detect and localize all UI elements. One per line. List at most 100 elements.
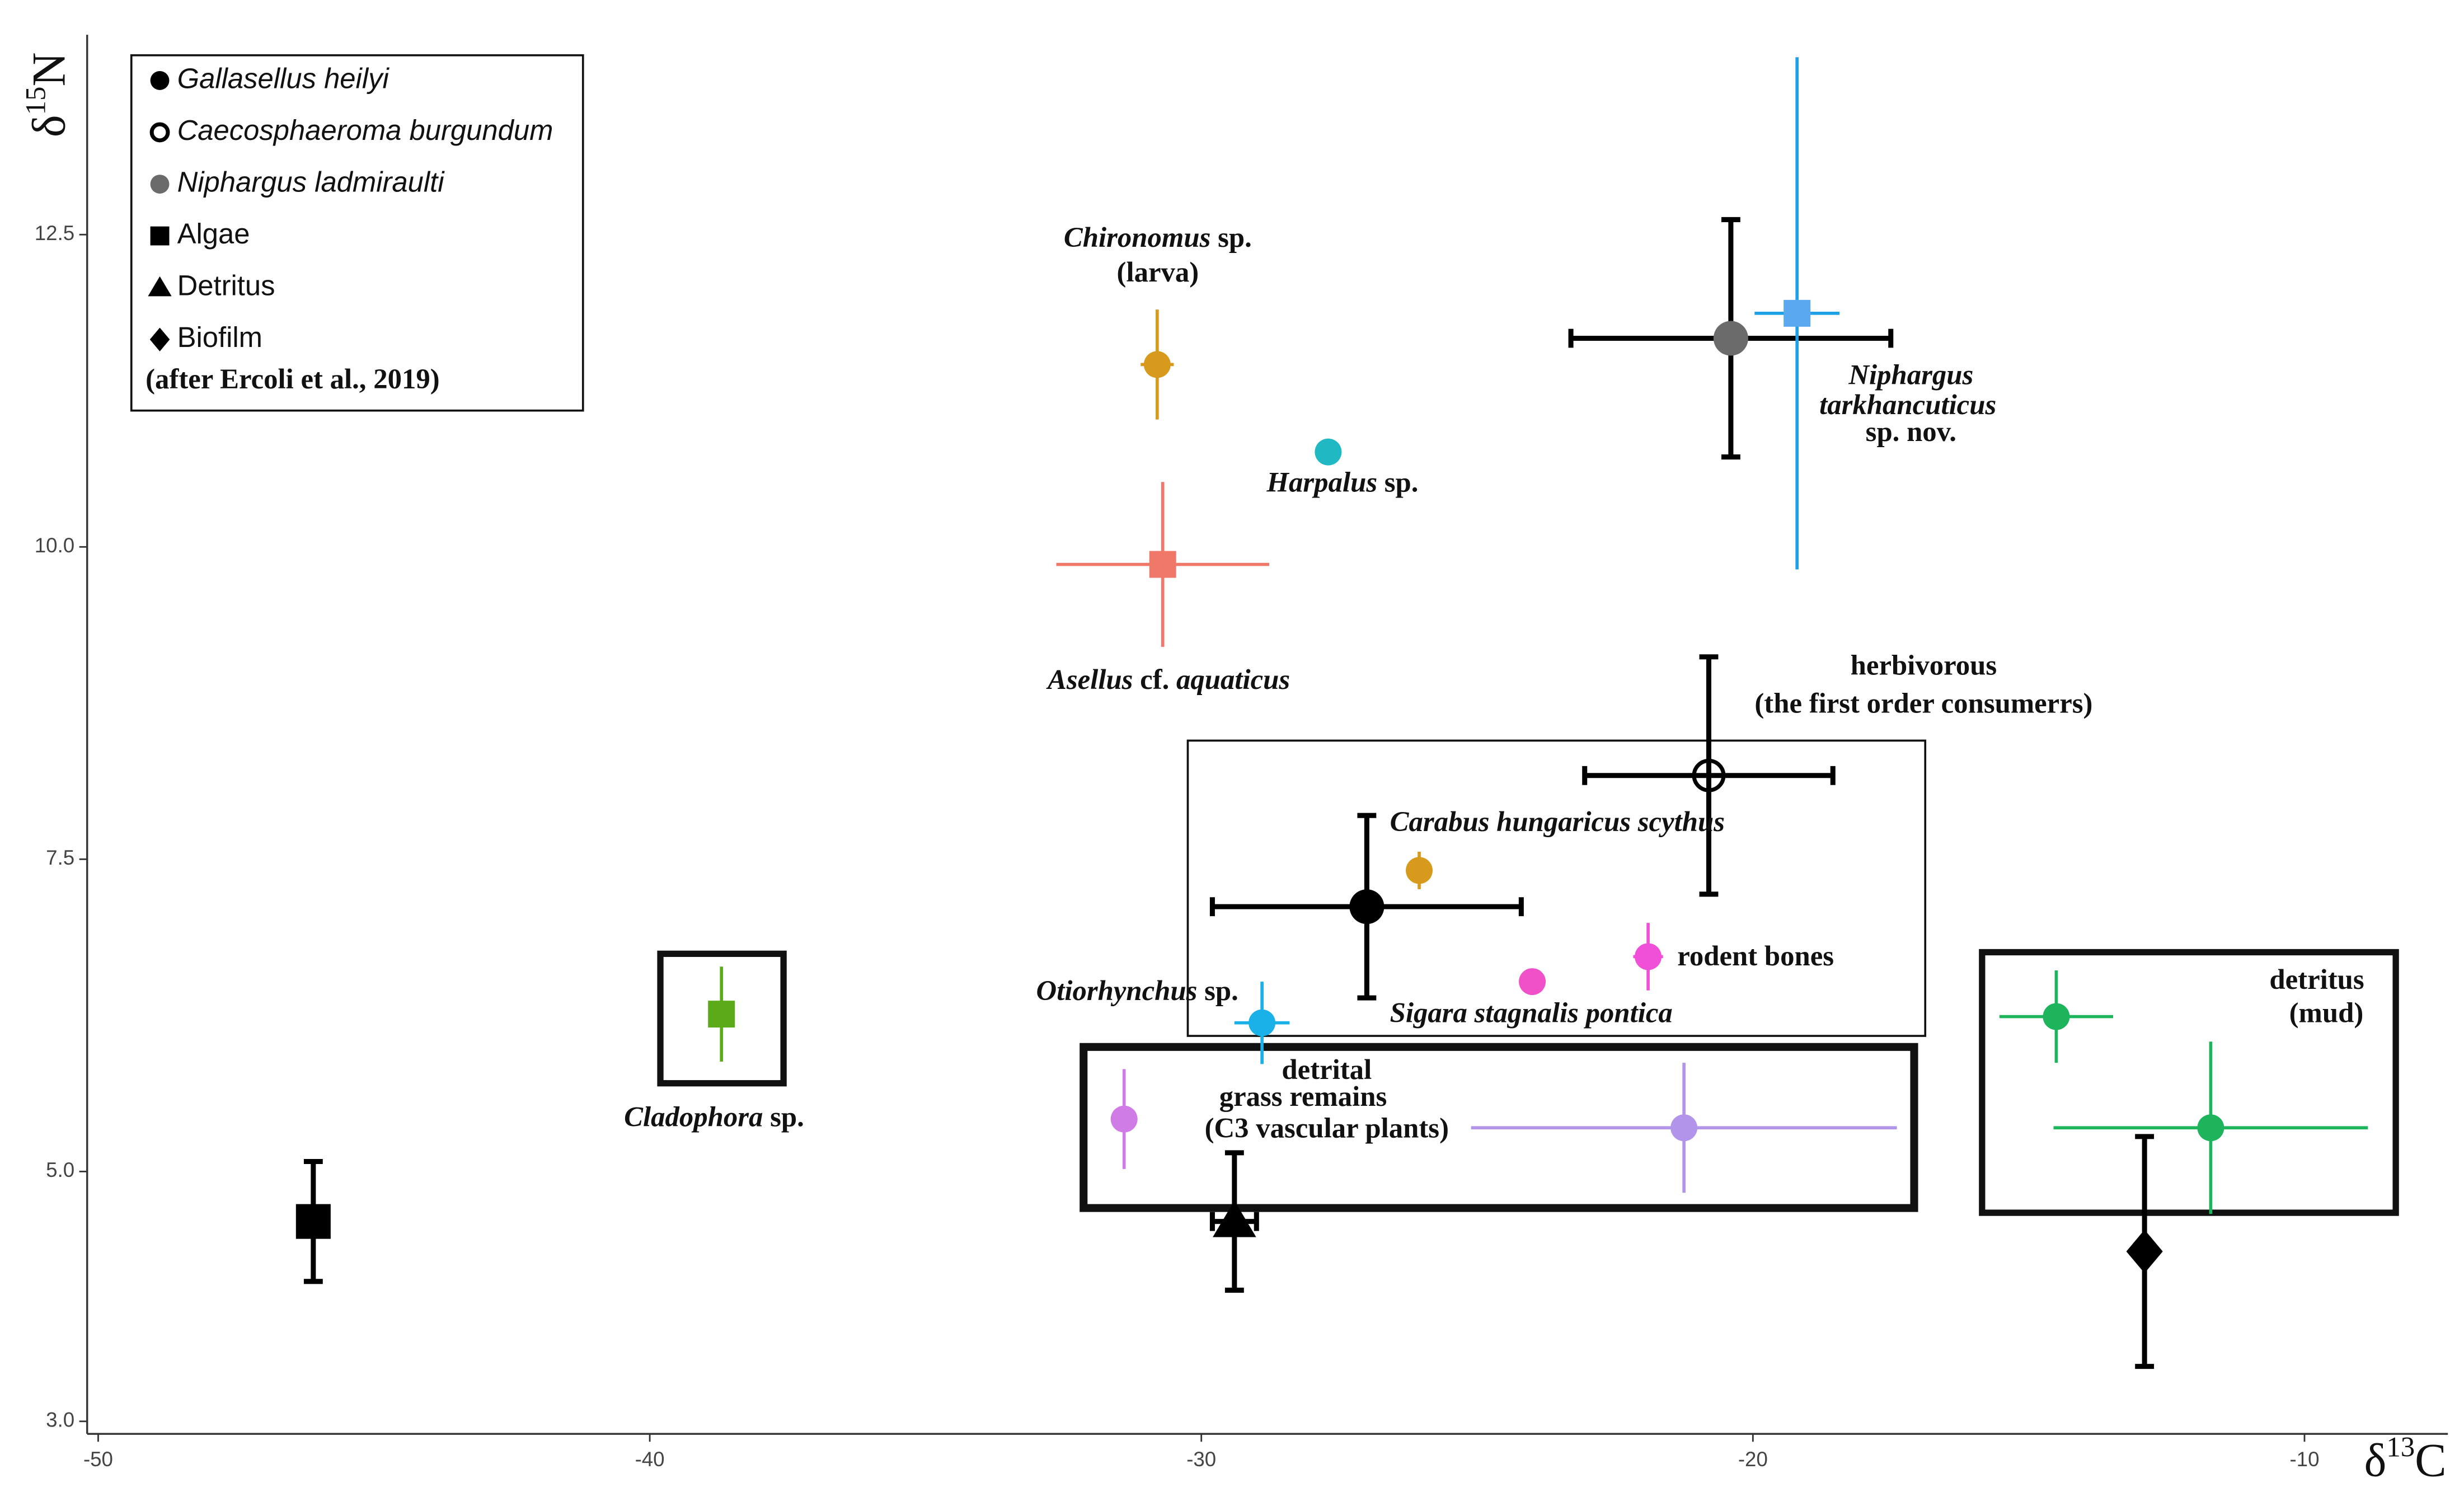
annotation: detritus xyxy=(2269,964,2364,995)
annotation-part: Niphargus xyxy=(1848,359,1973,390)
x-axis-label-part: 13 xyxy=(2386,1431,2415,1462)
annotation: (C3 vascular plants) xyxy=(1205,1112,1449,1143)
annotation-part: Harpalus xyxy=(1266,466,1378,498)
x-axis-label-part: δ xyxy=(2364,1435,2386,1487)
box xyxy=(657,950,787,1087)
x-tick-label: -40 xyxy=(635,1448,665,1471)
annotation: Niphargus xyxy=(1848,359,1973,390)
marker xyxy=(708,1001,735,1028)
annotation: Sigara stagnalis pontica xyxy=(1390,997,1673,1028)
y-tick-label: 10.0 xyxy=(35,534,74,557)
annotation-part: herbivorous xyxy=(1851,649,1997,681)
legend-item: Gallasellus heilyi xyxy=(150,62,390,94)
y-tick-label: 3.0 xyxy=(46,1408,74,1431)
x-tick-label: -30 xyxy=(1186,1448,1216,1471)
marker xyxy=(1213,1200,1256,1237)
annotation: (the first order consumerrs) xyxy=(1754,687,2092,719)
annotation: sp. nov. xyxy=(1866,416,1956,447)
y-tick-label: 12.5 xyxy=(35,222,74,245)
legend-label: Biofilm xyxy=(177,321,262,353)
annotation-part: sp. xyxy=(1197,975,1238,1006)
y-axis-label-part: N xyxy=(24,52,76,86)
annotation: detrital xyxy=(1282,1054,1372,1085)
marker xyxy=(2126,1229,2163,1274)
marker xyxy=(1670,1114,1698,1142)
x-axis-label-part: C xyxy=(2415,1435,2446,1487)
marker xyxy=(1110,1105,1138,1133)
annotation-part: sp. xyxy=(1210,222,1251,253)
annotation-part: detritus xyxy=(2269,964,2364,995)
annotation: Chironomus sp. xyxy=(1064,222,1252,253)
legend-note: (after Ercoli et al., 2019) xyxy=(146,363,440,395)
y-tick-label: 7.5 xyxy=(46,846,74,869)
legend-label: Gallasellus heilyi xyxy=(177,62,390,94)
marker xyxy=(149,327,170,351)
legend-label: Niphargus ladmiraulti xyxy=(177,166,445,198)
marker xyxy=(150,71,170,90)
annotation-part: Sigara stagnalis pontica xyxy=(1390,997,1673,1028)
group-boxes xyxy=(657,739,2399,1216)
annotation-part: Asellus xyxy=(1046,664,1133,695)
legend-item: Algae xyxy=(150,218,250,250)
legend-item: Detritus xyxy=(148,270,275,302)
marker xyxy=(1635,943,1662,970)
legend-label: Algae xyxy=(177,218,250,250)
x-axis-label: δ13C xyxy=(2364,1431,2446,1487)
annotation-part: (C3 vascular plants) xyxy=(1205,1112,1449,1143)
marker xyxy=(1315,438,1342,466)
annotation: (mud) xyxy=(2289,997,2364,1028)
marker xyxy=(1519,968,1546,996)
annotation: Asellus cf. aquaticus xyxy=(1046,664,1290,695)
box xyxy=(1186,739,1927,1037)
annotation: (larva) xyxy=(1117,256,1199,288)
marker xyxy=(1249,1009,1276,1036)
marker xyxy=(149,122,170,143)
marker xyxy=(1406,857,1433,884)
x-tick-label: -20 xyxy=(1738,1448,1768,1471)
annotation: Otiorhynchus sp. xyxy=(1036,975,1238,1006)
annotation: rodent bones xyxy=(1677,940,1834,971)
annotation-part: cf. xyxy=(1133,664,1176,695)
marker xyxy=(2197,1114,2224,1142)
marker xyxy=(1784,299,1811,327)
marker xyxy=(1713,321,1748,356)
annotation: Carabus hungaricus scythus xyxy=(1390,806,1725,837)
annotation-part: Chironomus xyxy=(1064,222,1211,253)
annotation-part: rodent bones xyxy=(1677,940,1834,971)
box xyxy=(1979,949,2399,1216)
marker xyxy=(150,226,170,246)
box xyxy=(1080,1043,1918,1212)
annotation: Cladophora sp. xyxy=(624,1101,804,1132)
legend-item: Niphargus ladmiraulti xyxy=(150,166,445,198)
y-axis-label-part: 15 xyxy=(20,87,51,115)
annotation: herbivorous xyxy=(1851,649,1997,681)
marker xyxy=(1692,758,1726,792)
annotation-part: grass remains xyxy=(1219,1081,1387,1112)
y-tick-label: 5.0 xyxy=(46,1158,74,1181)
annotation-part: sp. xyxy=(763,1101,804,1132)
annotation-part: (larva) xyxy=(1117,256,1199,288)
y-axis-label-part: δ xyxy=(24,115,76,137)
x-tick-label: -10 xyxy=(2289,1448,2319,1471)
annotation-part: detrital xyxy=(1282,1054,1372,1085)
annotation-part: Carabus hungaricus scythus xyxy=(1390,806,1725,837)
annotation-part: aquaticus xyxy=(1176,664,1290,695)
legend-item: Caecosphaeroma burgundum xyxy=(149,114,553,146)
annotation-part: sp. xyxy=(1377,466,1418,498)
x-tick-label: -50 xyxy=(83,1448,113,1471)
y-axis-label: δ15N xyxy=(20,52,76,137)
annotation-part: Cladophora xyxy=(624,1101,763,1132)
annotation: grass remains xyxy=(1219,1081,1387,1112)
annotation-part: Otiorhynchus xyxy=(1036,975,1198,1006)
annotation-part: tarkhancuticus xyxy=(1819,389,1996,420)
annotation-part: (mud) xyxy=(2289,997,2364,1028)
marker xyxy=(2043,1003,2070,1030)
marker xyxy=(1349,889,1384,925)
marker xyxy=(150,175,170,194)
marker xyxy=(1143,351,1171,378)
marker xyxy=(1149,551,1176,578)
annotation: tarkhancuticus xyxy=(1819,389,1996,420)
annotation: Harpalus sp. xyxy=(1266,466,1419,498)
